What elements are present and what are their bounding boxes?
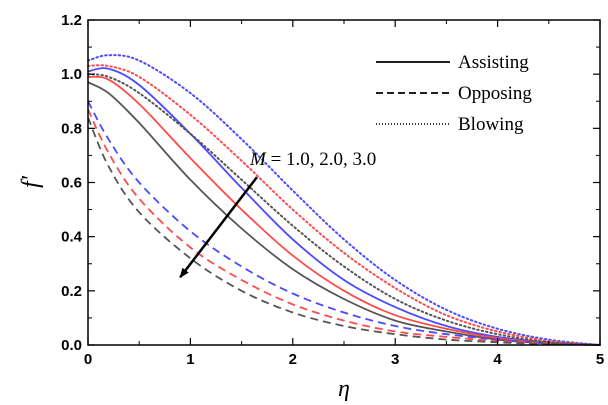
- x-tick-label: 4: [493, 351, 502, 368]
- y-tick-label: 0.8: [61, 120, 82, 137]
- legend-label-opposing: Opposing: [458, 83, 532, 104]
- y-tick-label: 1.2: [61, 12, 82, 29]
- y-tick-label: 0.2: [61, 283, 82, 300]
- y-tick-label: 0.4: [61, 229, 83, 246]
- annotation-arrow: [179, 176, 258, 279]
- series-line-blowing-m2-0: [87, 64, 601, 346]
- y-tick-labels: 0.0 0.2 0.4 0.6 0.8 1.0 1.2: [61, 12, 83, 354]
- series-line-assisting-m2-0: [87, 75, 601, 346]
- y-tick-label: 1.0: [61, 66, 82, 83]
- series-line-opposing-m2-0: [87, 109, 601, 346]
- ticks-layer: [87, 19, 601, 346]
- series-line-blowing-m1-0: [87, 54, 601, 346]
- x-tick-label: 5: [596, 351, 604, 368]
- legend: Assisting Opposing Blowing: [376, 52, 532, 135]
- annotation-values: = 1.0, 2.0, 3.0: [266, 149, 376, 170]
- y-axis-title: f': [18, 175, 44, 188]
- annotation: M = 1.0, 2.0, 3.0: [179, 149, 376, 279]
- legend-label-blowing: Blowing: [458, 114, 524, 135]
- x-tick-label: 3: [391, 351, 399, 368]
- annotation-variable: M: [249, 149, 267, 170]
- x-tick-label: 1: [186, 351, 194, 368]
- series-line-assisting-m1-0: [87, 67, 601, 346]
- svg-text:M = 1.0, 2.0, 3.0: M = 1.0, 2.0, 3.0: [249, 149, 376, 170]
- y-tick-label: 0.0: [61, 337, 82, 354]
- x-axis-title: η: [338, 376, 350, 402]
- legend-label-assisting: Assisting: [458, 52, 529, 73]
- x-tick-label: 2: [289, 351, 297, 368]
- x-tick-label: 0: [84, 351, 92, 368]
- x-tick-labels: 0 1 2 3 4 5: [84, 351, 604, 368]
- series-line-opposing-m1-0: [87, 100, 601, 346]
- y-tick-label: 0.6: [61, 175, 82, 192]
- series-line-blowing-m3-0: [87, 73, 601, 346]
- series-layer: [87, 54, 601, 346]
- series-line-opposing-m3-0: [87, 117, 601, 346]
